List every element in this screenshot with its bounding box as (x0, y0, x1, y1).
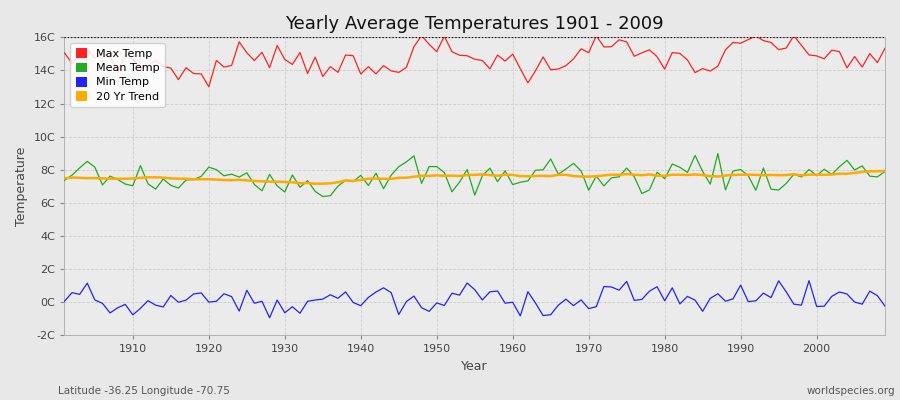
X-axis label: Year: Year (462, 360, 488, 373)
Y-axis label: Temperature: Temperature (15, 147, 28, 226)
Text: worldspecies.org: worldspecies.org (807, 386, 896, 396)
Title: Yearly Average Temperatures 1901 - 2009: Yearly Average Temperatures 1901 - 2009 (285, 15, 664, 33)
Text: Latitude -36.25 Longitude -70.75: Latitude -36.25 Longitude -70.75 (58, 386, 230, 396)
Legend: Max Temp, Mean Temp, Min Temp, 20 Yr Trend: Max Temp, Mean Temp, Min Temp, 20 Yr Tre… (70, 43, 165, 107)
